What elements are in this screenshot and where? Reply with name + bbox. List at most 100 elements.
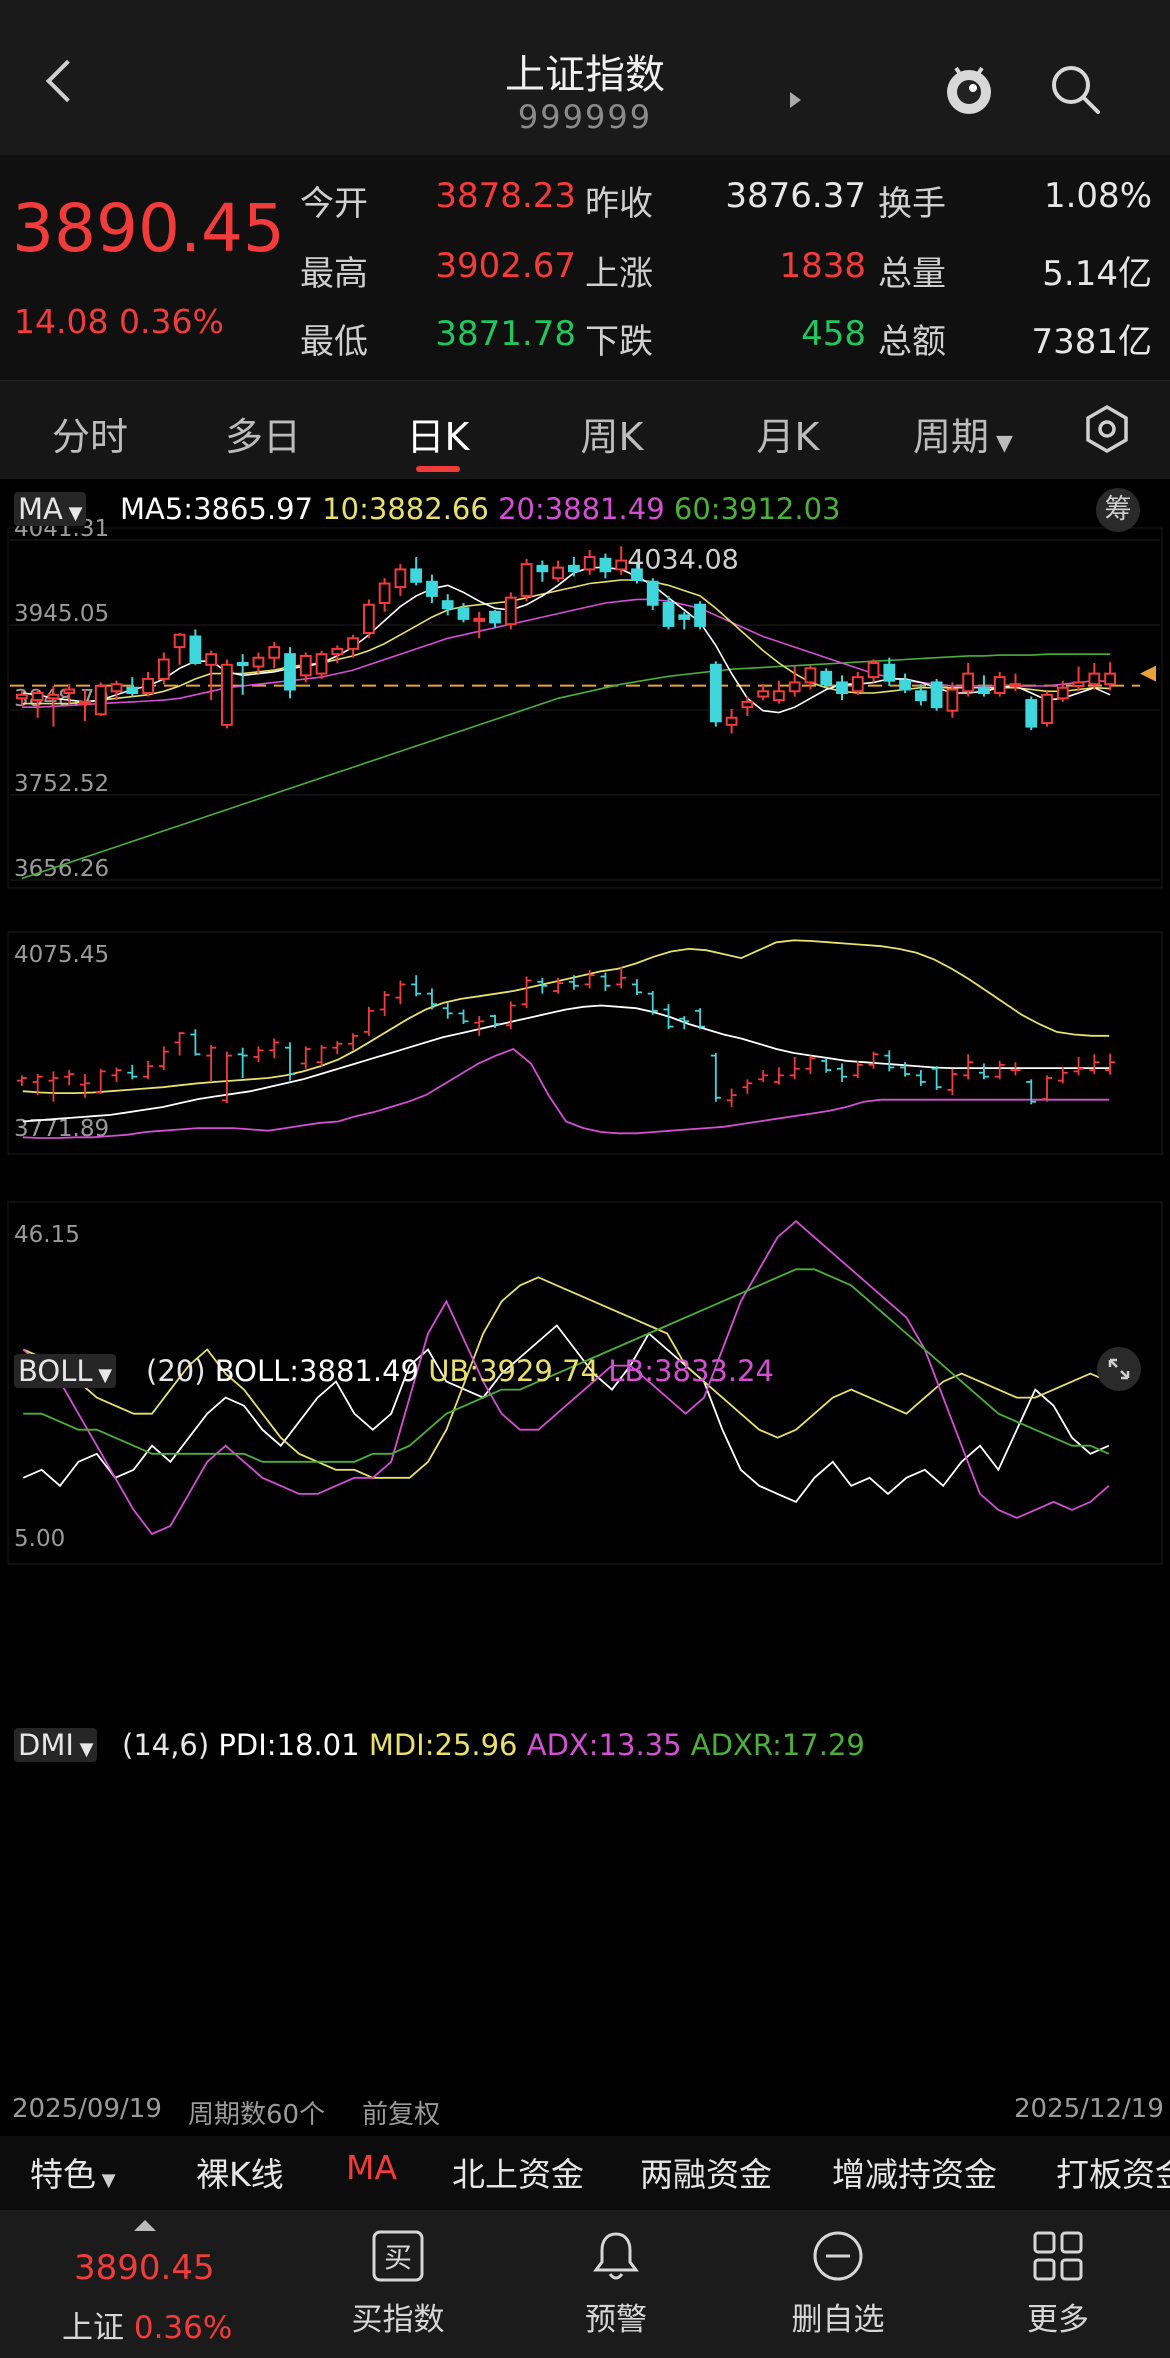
candle-up xyxy=(773,690,785,702)
candle-up xyxy=(252,656,265,668)
remove-watchlist-label: 删自选 xyxy=(791,2302,885,2338)
candle-up xyxy=(962,672,975,693)
candle-down xyxy=(899,679,911,691)
filter-margin[interactable]: 两融资金 xyxy=(640,2155,772,2194)
caret-down-icon: ▼ xyxy=(73,1739,94,1760)
boll-boll-line xyxy=(22,1004,1110,1123)
candle-up xyxy=(867,662,880,679)
candle-up xyxy=(268,646,281,659)
more-label: 更多 xyxy=(1027,2302,1089,2338)
tab-monthly-k[interactable]: 月K xyxy=(756,415,820,459)
quote-value: 3902.67 xyxy=(435,246,576,286)
filter-limit-up[interactable]: 打板资金 xyxy=(1056,2155,1170,2194)
period-tabs xyxy=(0,380,1170,479)
ma5-value: MA5:3865.97 xyxy=(120,492,314,526)
caret-down-icon: ▼ xyxy=(62,503,83,524)
candle-up xyxy=(79,700,91,705)
quote-panel xyxy=(0,155,1170,380)
candle-up xyxy=(473,617,486,622)
dmi-selector[interactable]: DMI ▼ xyxy=(14,1728,98,1762)
tab-intraday[interactable]: 分时 xyxy=(51,415,128,459)
quote-label: 上涨 xyxy=(585,254,653,294)
candle-up xyxy=(299,654,312,677)
boll-lb-line xyxy=(22,1047,1110,1139)
caret-down-icon: ▼ xyxy=(96,2170,116,2191)
stock-code: 999999 xyxy=(517,98,653,136)
candle-down xyxy=(236,662,249,667)
quote-value: 1838 xyxy=(779,246,866,286)
candle-down xyxy=(836,681,848,695)
candle-down xyxy=(631,568,643,582)
ma60-line xyxy=(21,653,1111,880)
filter-ma[interactable]: MA xyxy=(346,2148,398,2187)
tab-period[interactable]: 周期 ▼ xyxy=(898,406,1028,461)
ma-legend: MA5:3865.97 10:3882.66 20:3881.49 60:391… xyxy=(120,492,841,526)
adx-value: ADX:13.35 xyxy=(526,1728,682,1762)
quote-value: 1.08% xyxy=(1043,176,1152,216)
candle-up xyxy=(520,563,533,597)
candle-up xyxy=(946,688,959,712)
tab-multi-day[interactable]: 多日 xyxy=(224,415,301,459)
candle-up xyxy=(741,700,754,709)
remove-watchlist-button[interactable]: 删自选 xyxy=(748,2228,928,2339)
candle-up xyxy=(725,716,738,726)
settings-icon[interactable] xyxy=(1082,404,1132,454)
candle-down xyxy=(441,600,454,610)
pdi-value: PDI:18.01 xyxy=(218,1728,360,1762)
candle-down xyxy=(536,564,549,573)
filter-northbound[interactable]: 北上资金 xyxy=(452,2155,584,2194)
candle-up xyxy=(110,683,123,693)
expand-icon[interactable] xyxy=(1096,1346,1142,1392)
bottom-price: 3890.45 xyxy=(74,2248,215,2288)
bottom-percent: 0.36% xyxy=(133,2310,233,2346)
dmi-mdi-line xyxy=(22,1276,1110,1479)
buy-index-button[interactable]: 买 买指数 xyxy=(308,2228,488,2339)
ma-selector-label: MA xyxy=(18,492,63,526)
tab-weekly-k[interactable]: 周K xyxy=(580,415,644,459)
quote-label: 今开 xyxy=(300,184,368,224)
candle-down xyxy=(1025,699,1038,728)
robot-assistant-icon[interactable] xyxy=(938,58,1000,120)
quote-value: 7381亿 xyxy=(1031,322,1152,362)
quote-label: 总额 xyxy=(878,322,946,362)
boll-selector[interactable]: BOLL ▼ xyxy=(14,1354,117,1388)
active-tab-indicator xyxy=(416,466,460,472)
y-tick-label: 3752.52 xyxy=(14,771,109,797)
candle-up xyxy=(94,684,107,716)
caret-down-icon: ▼ xyxy=(92,1365,113,1386)
next-arrow-icon[interactable] xyxy=(790,92,801,108)
filter-holdings[interactable]: 增减持资金 xyxy=(832,2155,997,2194)
ma20-line xyxy=(21,598,1111,708)
search-icon[interactable] xyxy=(1048,62,1102,116)
filter-bare-k[interactable]: 裸K线 xyxy=(196,2155,284,2194)
boll-params: (20) xyxy=(146,1354,206,1388)
candle-up xyxy=(378,582,391,604)
candle-down xyxy=(410,568,423,583)
candle-up xyxy=(47,693,60,700)
last-price-marker xyxy=(1140,665,1156,682)
candle-up xyxy=(173,633,186,649)
alert-button[interactable]: 预警 xyxy=(526,2228,706,2339)
candle-up xyxy=(788,681,801,693)
more-button[interactable]: 更多 xyxy=(968,2228,1148,2339)
candle-up xyxy=(394,568,407,589)
boll-ub-line xyxy=(22,939,1110,1094)
chart-canvas[interactable]: 4041.313945.053848.793752.523656.264034.… xyxy=(0,480,1170,2132)
candle-up xyxy=(1056,686,1069,700)
candle-up xyxy=(31,692,44,702)
chip-distribution-button[interactable]: 筹 xyxy=(1096,488,1140,532)
candle-down xyxy=(489,610,501,624)
candle-down xyxy=(662,601,675,627)
candle-down xyxy=(426,580,438,597)
tab-daily-k[interactable]: 日K xyxy=(406,415,470,459)
svg-text:买: 买 xyxy=(384,2241,412,2274)
collapse-up-icon[interactable] xyxy=(134,2220,156,2231)
y-tick-label: 3656.26 xyxy=(14,856,109,882)
candle-up xyxy=(1072,681,1085,687)
adjust-mode[interactable]: 前复权 xyxy=(362,2100,441,2130)
bottom-ticker[interactable]: 上证 0.36% xyxy=(62,2302,232,2347)
feature-menu[interactable]: 特色 ▼ xyxy=(30,2148,116,2196)
ma-selector[interactable]: MA ▼ xyxy=(14,492,87,526)
buy-icon: 买 xyxy=(372,2230,424,2282)
candle-up xyxy=(583,556,596,571)
